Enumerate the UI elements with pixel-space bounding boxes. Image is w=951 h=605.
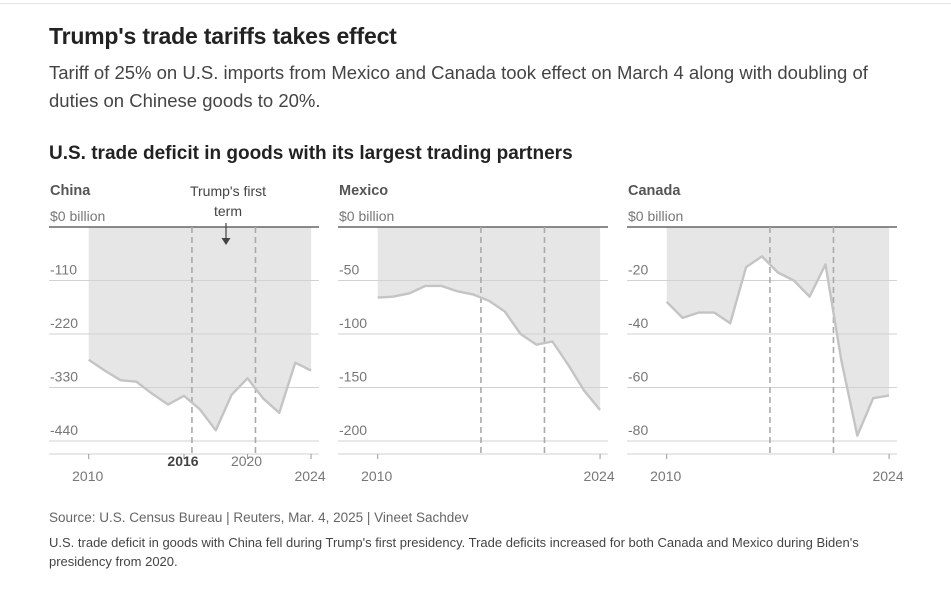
annotation-arrow-icon (221, 238, 231, 245)
canada-y-tick-label: -60 (628, 369, 648, 385)
china-x-tick-label: 2024 (294, 468, 325, 484)
footnote: U.S. trade deficit in goods with China f… (49, 535, 859, 569)
canada-x-tick-label: 2024 (872, 468, 903, 484)
headline: Trump's trade tariffs takes effect (49, 23, 397, 49)
charts-area: $0 billion -110 -220 -330 -440 2010 2016 2020 20… (49, 183, 904, 484)
canada-area-fill (666, 227, 890, 436)
china-panel-title: China (50, 183, 91, 199)
china-x-tick-label: 2016 (167, 453, 198, 469)
canada-series-line (665, 255, 890, 437)
china-x-tick-label: 2010 (72, 468, 103, 484)
mexico-y-tick-label: $0 billion (339, 208, 394, 224)
chart-title: U.S. trade deficit in goods with its lar… (49, 143, 573, 164)
china-y-tick-label: -440 (50, 422, 78, 438)
subheadline: Tariff of 25% on U.S. imports from Mexic… (49, 62, 868, 111)
canada-y-tick-label: $0 billion (628, 208, 683, 224)
china-x-tick-label: 2020 (231, 453, 262, 469)
canada-y-tick-label: -20 (628, 262, 648, 278)
source-line: Source: U.S. Census Bureau | Reuters, Ma… (49, 510, 469, 525)
mexico-panel-title: Mexico (339, 183, 388, 199)
china-y-tick-label: -110 (50, 262, 77, 278)
china-y-tick-label: -330 (50, 369, 78, 385)
china-area-fill (88, 227, 312, 431)
mexico-x-tick-label: 2024 (583, 468, 614, 484)
canada-y-tick-label: -80 (628, 422, 648, 438)
top-rule (0, 3, 951, 4)
canada-panel-title: Canada (628, 183, 681, 199)
mexico-y-tick-label: -150 (339, 369, 367, 385)
term-annotation-line1: Trump's first (190, 183, 266, 199)
mexico-area-fill (377, 227, 601, 410)
mexico-series-line (377, 284, 602, 411)
mexico-y-tick-label: -100 (339, 315, 367, 331)
term-annotation-line2: term (214, 203, 242, 219)
mexico-y-tick-label: -200 (339, 422, 367, 438)
china-y-tick-label: -220 (50, 315, 78, 331)
mexico-x-tick-label: 2010 (361, 468, 392, 484)
canada-x-tick-label: 2010 (650, 468, 681, 484)
mexico-y-tick-label: -50 (339, 262, 359, 278)
china-y-tick-label: $0 billion (50, 208, 105, 224)
china-series-line (88, 358, 312, 432)
canada-y-tick-label: -40 (628, 315, 648, 331)
